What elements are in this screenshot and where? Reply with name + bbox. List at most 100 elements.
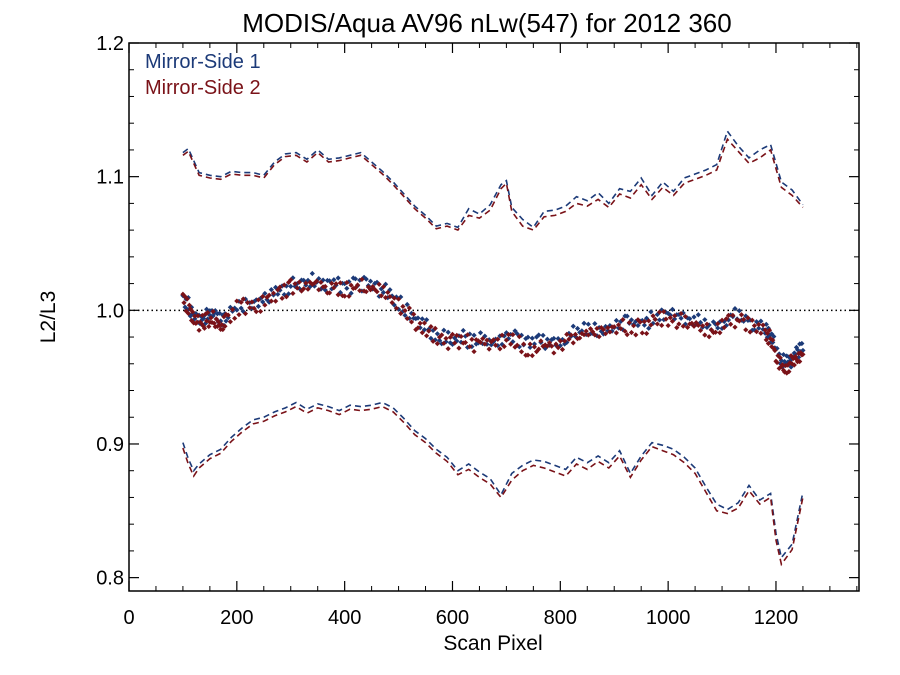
data-point	[296, 279, 302, 285]
data-point	[290, 290, 296, 297]
data-point	[656, 309, 663, 315]
data-point	[641, 322, 648, 328]
series-0	[180, 270, 806, 370]
data-point	[596, 334, 602, 340]
data-point	[367, 287, 374, 293]
data-point	[794, 347, 801, 353]
data-point	[199, 312, 205, 319]
data-point	[402, 308, 408, 314]
data-point	[404, 315, 410, 322]
data-point	[762, 327, 768, 333]
data-point	[715, 321, 721, 327]
data-point	[193, 310, 199, 317]
data-point	[253, 309, 259, 315]
data-point	[778, 363, 784, 370]
data-point	[598, 325, 604, 331]
data-point	[260, 299, 266, 305]
data-point	[242, 311, 249, 317]
data-point	[743, 313, 749, 319]
data-point	[232, 315, 238, 321]
data-point	[505, 336, 512, 342]
data-point	[684, 315, 691, 321]
data-point	[262, 290, 268, 297]
data-point	[454, 338, 460, 344]
data-point	[402, 312, 408, 318]
data-point	[763, 337, 769, 343]
data-point	[285, 291, 292, 297]
data-point	[626, 319, 632, 326]
data-point	[344, 279, 350, 286]
data-point	[581, 320, 587, 326]
data-point	[579, 328, 585, 334]
data-point	[475, 338, 481, 344]
data-point	[514, 331, 520, 337]
data-point	[211, 310, 217, 316]
data-point	[693, 320, 699, 326]
data-point	[288, 283, 294, 289]
data-point	[725, 317, 732, 323]
data-point	[411, 311, 417, 317]
data-point	[669, 306, 676, 312]
data-point	[793, 356, 800, 363]
data-point	[309, 270, 315, 277]
data-point	[592, 332, 598, 338]
data-point	[743, 327, 749, 333]
data-point	[182, 304, 188, 310]
data-point	[652, 316, 658, 322]
data-point	[484, 337, 490, 343]
data-point	[357, 288, 363, 294]
data-point	[264, 294, 270, 300]
data-point	[635, 322, 641, 329]
data-point	[585, 332, 591, 338]
data-point	[682, 321, 688, 327]
data-point	[225, 312, 231, 318]
data-point	[781, 369, 788, 375]
legend-label-mirror-side-1: Mirror-Side 1	[145, 51, 261, 73]
data-point	[613, 330, 619, 336]
data-point	[331, 277, 337, 283]
data-point	[240, 296, 246, 302]
data-point	[605, 328, 611, 334]
data-point	[262, 302, 268, 308]
data-point	[684, 324, 691, 330]
data-point	[477, 339, 484, 346]
data-point	[631, 323, 637, 329]
x-tick-label: 0	[123, 607, 134, 629]
data-point	[473, 337, 479, 343]
legend: Mirror-Side 1 Mirror-Side 2	[145, 51, 261, 99]
data-point	[738, 312, 745, 318]
data-point	[322, 283, 328, 290]
data-point	[776, 351, 782, 357]
data-point	[605, 325, 611, 331]
data-point	[270, 290, 277, 296]
data-point	[607, 323, 613, 329]
data-point	[771, 333, 777, 340]
data-point	[538, 338, 544, 344]
data-point	[654, 321, 660, 327]
data-point	[208, 315, 214, 321]
plot-area	[129, 129, 859, 567]
data-point	[646, 318, 652, 324]
data-point	[609, 328, 615, 334]
data-point	[503, 337, 510, 343]
data-point	[380, 289, 387, 296]
data-point	[628, 329, 635, 336]
data-point	[417, 320, 423, 326]
data-point	[477, 330, 484, 336]
data-point	[419, 330, 425, 336]
data-point	[643, 330, 650, 337]
data-point	[352, 276, 359, 282]
data-point	[544, 343, 550, 349]
data-point	[749, 317, 755, 323]
data-point	[594, 325, 600, 332]
data-point	[607, 329, 613, 335]
data-point	[367, 278, 374, 284]
data-point	[527, 341, 533, 347]
y-tick-label: 1.0	[96, 300, 124, 322]
data-point	[337, 280, 343, 286]
x-tick-label: 200	[220, 607, 253, 629]
data-point	[400, 303, 406, 310]
data-point	[559, 346, 566, 353]
data-point	[247, 305, 253, 311]
data-point	[523, 335, 529, 342]
